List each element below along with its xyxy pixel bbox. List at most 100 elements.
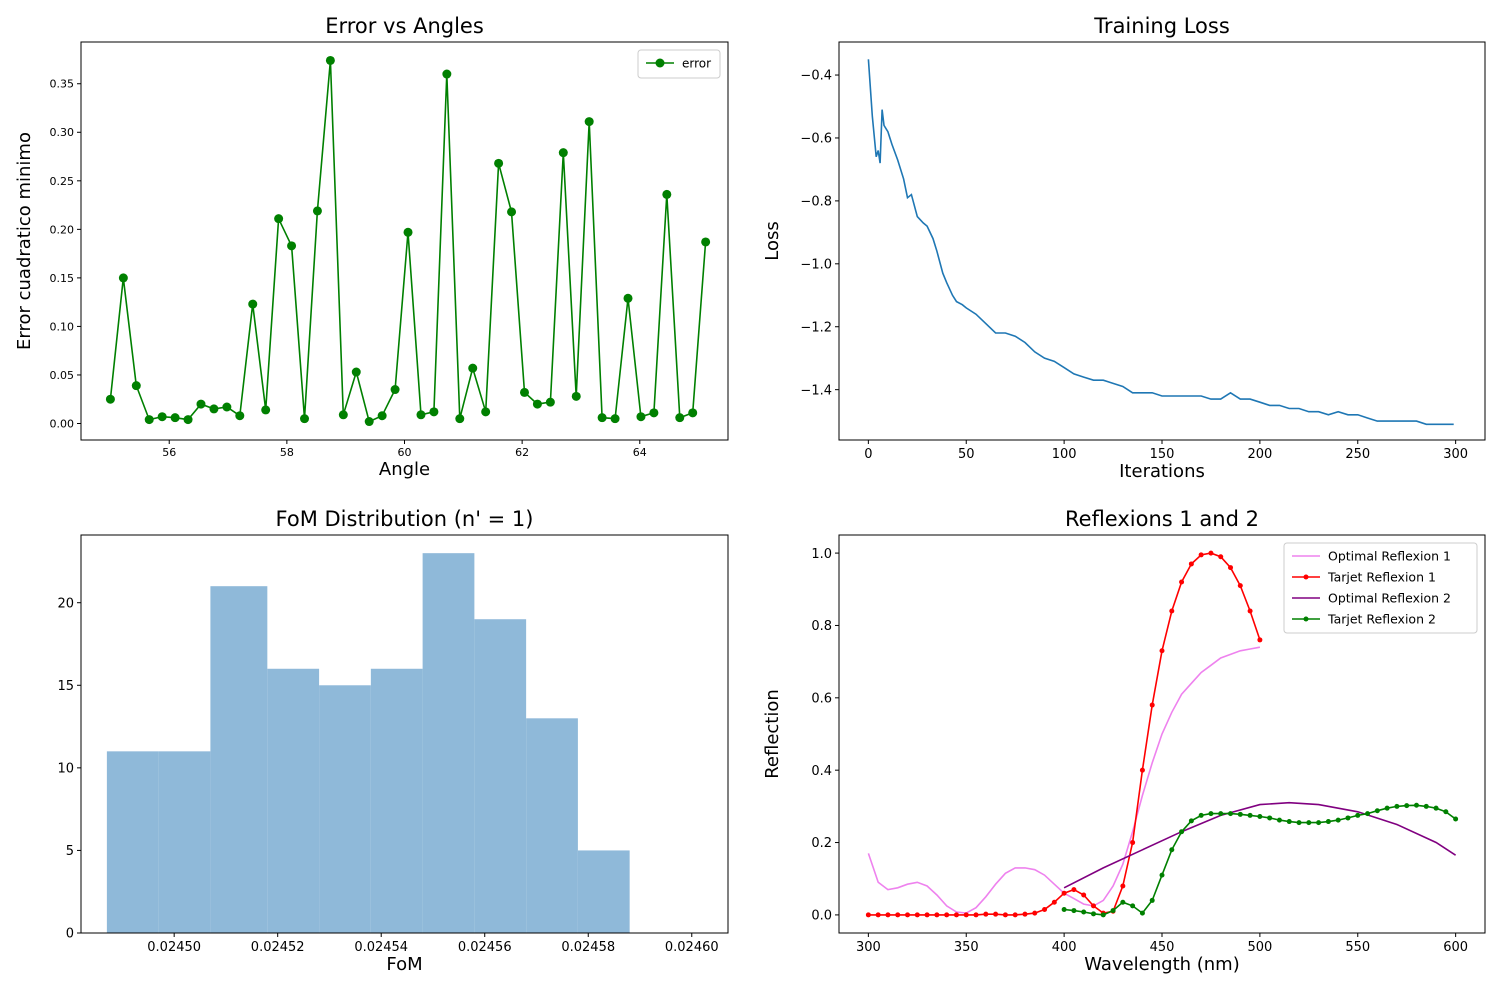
axes-frame bbox=[80, 534, 729, 934]
data-point bbox=[105, 394, 115, 404]
y-tick-label: 0.0 bbox=[811, 909, 832, 924]
x-tick-label: 150 bbox=[1150, 447, 1175, 462]
x-axis-label: FoM bbox=[386, 954, 422, 975]
data-point bbox=[1198, 552, 1204, 558]
x-tick-label: 50 bbox=[958, 447, 975, 462]
y-tick-label: 0.4 bbox=[811, 764, 832, 779]
data-point bbox=[914, 912, 920, 918]
data-point bbox=[1345, 815, 1351, 821]
data-point bbox=[1120, 899, 1126, 905]
legend-box bbox=[1283, 542, 1478, 634]
y-tick-label: 0.30 bbox=[50, 126, 75, 139]
legend: Optimal Reflexion 1 Tarjet Reflexion 1 Opt… bbox=[1283, 542, 1478, 634]
data-point bbox=[1413, 802, 1419, 808]
data-point bbox=[1090, 911, 1096, 917]
data-point bbox=[1130, 840, 1136, 846]
data-point bbox=[1179, 579, 1185, 585]
data-point bbox=[377, 411, 387, 421]
data-point bbox=[1090, 903, 1096, 909]
legend: error bbox=[637, 49, 721, 79]
data-point bbox=[1433, 805, 1439, 811]
data-point bbox=[1208, 550, 1214, 556]
histogram-bar bbox=[577, 850, 630, 933]
legend-label: Optimal Reflexion 2 bbox=[1328, 591, 1451, 606]
y-axis-label: Loss bbox=[762, 221, 783, 260]
data-point bbox=[1365, 811, 1371, 817]
data-point bbox=[1257, 813, 1263, 819]
y-tick-label: 0.6 bbox=[811, 691, 832, 706]
x-tick-label: 500 bbox=[1247, 940, 1272, 955]
data-point bbox=[1384, 805, 1390, 811]
histogram-bar bbox=[370, 668, 423, 933]
x-axis-label: Angle bbox=[379, 459, 430, 480]
data-point bbox=[1404, 803, 1410, 809]
data-point bbox=[1169, 847, 1175, 853]
data-point bbox=[183, 415, 193, 425]
data-point bbox=[1002, 912, 1008, 918]
data-point bbox=[209, 404, 219, 414]
histogram-bar bbox=[210, 586, 268, 933]
x-tick-label: 0.02452 bbox=[251, 940, 305, 955]
x-tick-label: 450 bbox=[1150, 940, 1175, 955]
y-axis-label: Reflection bbox=[762, 689, 783, 779]
data-point bbox=[519, 387, 529, 397]
histogram-bar bbox=[474, 619, 527, 933]
y-tick-label: 0 bbox=[66, 927, 74, 942]
legend-box bbox=[637, 49, 721, 79]
data-point bbox=[455, 414, 465, 424]
data-point bbox=[351, 367, 361, 377]
x-tick-label: 56 bbox=[162, 446, 176, 459]
y-tick-label: −1.2 bbox=[800, 320, 832, 335]
y-tick-label: 0.25 bbox=[50, 175, 75, 188]
y-tick-label: 0.10 bbox=[50, 320, 75, 333]
data-point bbox=[993, 911, 999, 917]
data-point bbox=[170, 413, 180, 423]
y-tick-label: 0.05 bbox=[50, 369, 75, 382]
plot-area bbox=[105, 55, 711, 427]
data-point bbox=[636, 412, 646, 422]
chart-1: Error vs Angles 56 58 60 62 64 0.00 0.05 0.10 0.1… bbox=[14, 14, 729, 480]
legend-marker bbox=[655, 58, 665, 68]
data-point bbox=[905, 912, 911, 918]
x-tick-label: 250 bbox=[1345, 447, 1370, 462]
data-point bbox=[1247, 608, 1253, 614]
y-tick-label: 0.2 bbox=[811, 836, 832, 851]
data-point bbox=[1139, 910, 1145, 916]
data-point bbox=[1198, 812, 1204, 818]
data-point bbox=[1316, 820, 1322, 826]
data-point bbox=[701, 237, 711, 247]
data-point bbox=[416, 410, 426, 420]
histogram-bar bbox=[158, 751, 211, 933]
data-point bbox=[1081, 909, 1087, 915]
data-point bbox=[1061, 890, 1067, 896]
data-point bbox=[248, 299, 258, 309]
data-point bbox=[364, 417, 374, 427]
y-tick-label: 0.35 bbox=[50, 78, 75, 91]
histogram-bar bbox=[526, 718, 578, 933]
data-point bbox=[1022, 911, 1028, 917]
series-line-4 bbox=[1064, 804, 1457, 916]
data-point bbox=[1051, 899, 1057, 905]
x-tick-label: 64 bbox=[633, 446, 647, 459]
plot-area bbox=[865, 550, 1459, 918]
chart-2: Training Loss 0 50 100 150 200 250 300 −1.4 −1.2 −… bbox=[762, 14, 1486, 482]
axes-frame bbox=[80, 41, 729, 441]
data-point bbox=[429, 407, 439, 417]
data-point bbox=[1286, 819, 1292, 825]
data-point bbox=[390, 385, 400, 395]
data-point bbox=[157, 412, 167, 422]
data-point bbox=[300, 414, 310, 424]
data-point bbox=[1139, 767, 1145, 773]
data-point bbox=[1100, 912, 1106, 918]
x-tick-label: 0.02458 bbox=[561, 940, 615, 955]
data-point bbox=[338, 410, 348, 420]
data-point bbox=[1218, 811, 1224, 817]
y-tick-label: −0.8 bbox=[800, 195, 832, 210]
data-point bbox=[1071, 887, 1077, 893]
data-point bbox=[1149, 897, 1155, 903]
x-tick-label: 350 bbox=[954, 940, 979, 955]
axes-frame bbox=[838, 41, 1486, 441]
data-point bbox=[532, 399, 542, 409]
data-point bbox=[1032, 910, 1038, 916]
data-point bbox=[1208, 811, 1214, 817]
